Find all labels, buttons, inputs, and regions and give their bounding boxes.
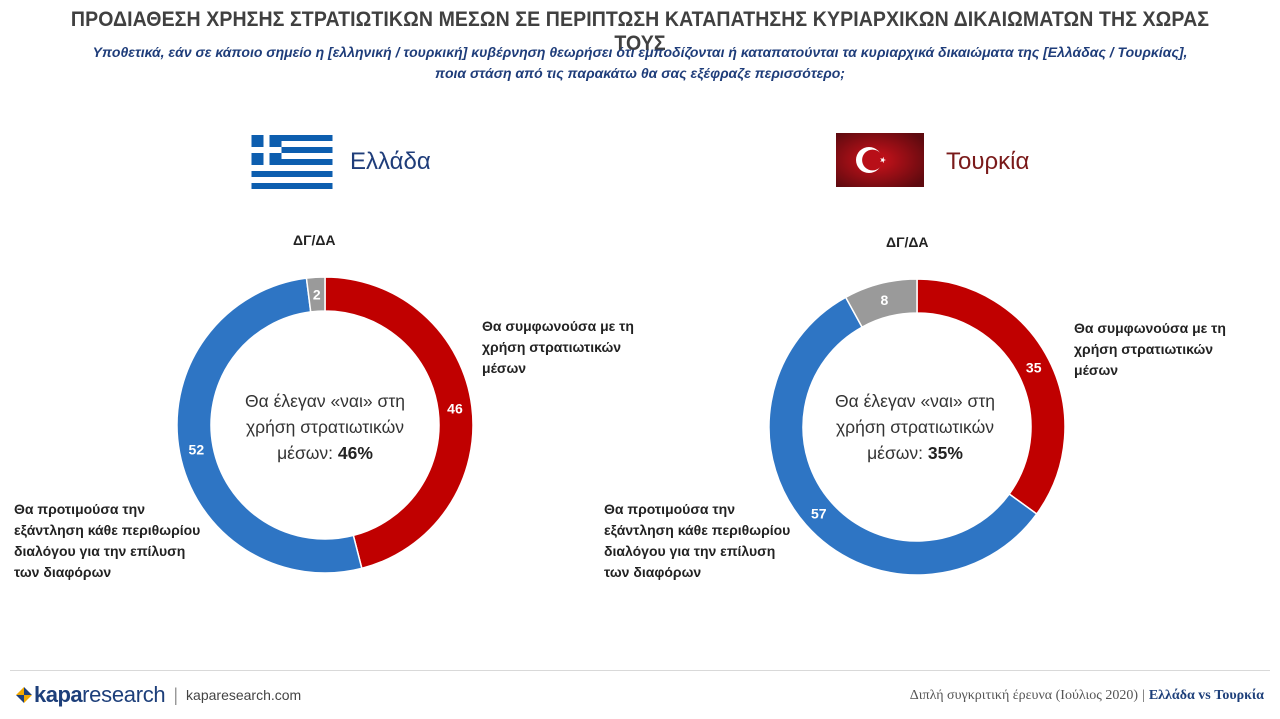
greece-dgda-label: ΔΓ/ΔΑ	[293, 232, 336, 248]
kapa-research-logo: kapa research | kaparesearch.com	[16, 682, 301, 708]
turkey-country-label: Τουρκία	[946, 148, 1030, 175]
footer-divider	[10, 670, 1270, 671]
logo-research-text: research	[82, 682, 166, 707]
subtitle-line-1: Υποθετικά, εάν σε κάποιο σημείο η [ελλην…	[92, 44, 1188, 60]
greece-slice-agree	[324, 276, 474, 570]
greece-donut-chart: 46 52 2	[176, 276, 474, 574]
greece-flag-icon	[251, 135, 333, 189]
greece-dialogue-label: Θα προτιμούσα την εξάντληση κάθε περιθωρ…	[14, 501, 201, 580]
footer-url-link[interactable]: kaparesearch.com	[186, 687, 302, 703]
logo-kapa-text: kapa	[34, 682, 83, 707]
turkey-agree-label: Θα συμφωνούσα με τη χρήση στρατιωτικών μ…	[1074, 320, 1226, 378]
turkey-dialogue-label: Θα προτιμούσα την εξάντληση κάθε περιθωρ…	[604, 501, 791, 580]
greece-value-label-dialogue: 52	[189, 442, 205, 458]
turkey-center-text: Θα έλεγαν «ναι» στη χρήση στρατιωτικών μ…	[804, 388, 1026, 466]
turkey-center-line-1: Θα έλεγαν «ναι» στη	[835, 391, 995, 411]
greece-center-text: Θα έλεγαν «ναι» στη χρήση στρατιωτικών μ…	[214, 388, 436, 466]
turkey-slice-dialogue	[768, 296, 1038, 576]
footer-comparison: Ελλάδα vs Τουρκία	[1148, 688, 1264, 703]
page-title: ΠΡΟΔΙΑΘΕΣΗ ΧΡΗΣΗΣ ΣΤΡΑΤΙΩΤΙΚΩΝ ΜΕΣΩΝ ΣΕ …	[70, 8, 1210, 55]
question-subtitle: Υποθετικά, εάν σε κάποιο σημείο η [ελλην…	[0, 42, 1280, 84]
greece-center-line-2: χρήση στρατιωτικών	[245, 417, 405, 437]
greece-country-label: Ελλάδα	[350, 148, 431, 175]
greece-value-label-dkna: 2	[313, 286, 321, 302]
turkey-center-line-2: χρήση στρατιωτικών	[835, 417, 995, 437]
turkey-value-label-agree: 35	[1026, 360, 1042, 376]
turkey-dgda-label: ΔΓ/ΔΑ	[886, 234, 929, 250]
greece-value-label-agree: 46	[447, 401, 463, 417]
turkey-value-label-dkna: 8	[881, 292, 889, 308]
turkey-donut-chart: 35 57 8	[768, 278, 1066, 576]
greece-center-line-1: Θα έλεγαν «ναι» στη	[245, 391, 405, 411]
greece-center-line-3: μέσων: 46%	[277, 443, 373, 463]
turkey-center-value: 35%	[927, 443, 963, 463]
kapa-logo-mark-icon	[16, 687, 32, 703]
footer-survey-info: Διπλή συγκριτική έρευνα (Ιούλιος 2020) | Ε…	[909, 688, 1264, 703]
subtitle-line-2: ποια στάση από τις παρακάτω θα σας εξέφρ…	[435, 65, 845, 81]
turkey-slice-dkna	[844, 278, 918, 329]
greece-agree-label: Θα συμφωνούσα με τη χρήση στρατιωτικών μ…	[482, 318, 634, 376]
greece-center-value: 46%	[337, 443, 373, 463]
logo-separator: |	[173, 684, 179, 705]
greece-slice-dkna	[305, 276, 326, 313]
turkey-value-label-dialogue: 57	[811, 506, 827, 522]
greece-slice-dialogue	[176, 277, 363, 574]
turkey-flag-icon	[836, 133, 924, 187]
turkey-center-line-3: μέσων: 35%	[867, 443, 963, 463]
footer-survey-text: Διπλή συγκριτική έρευνα (Ιούλιος 2020)	[909, 688, 1138, 703]
